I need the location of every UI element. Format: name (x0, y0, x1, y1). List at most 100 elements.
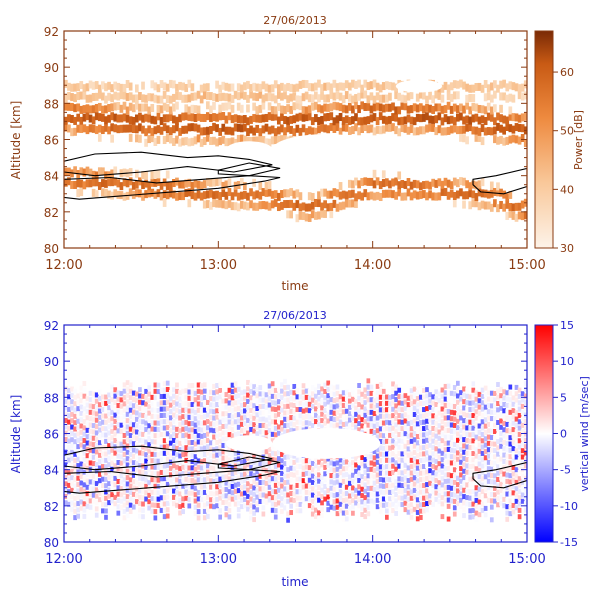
wind-cell (205, 456, 210, 462)
wind-cell (437, 410, 442, 416)
power-cell (418, 103, 423, 112)
wind-cell (452, 391, 457, 397)
wind-cell (202, 432, 207, 438)
power-cell (329, 210, 334, 219)
y-tick-label: 90 (44, 61, 59, 75)
wind-cell (221, 474, 226, 480)
wind-cell (499, 418, 503, 424)
y-tick-label: 86 (44, 428, 59, 442)
power-cell (347, 199, 352, 208)
wind-cell (107, 487, 111, 493)
wind-cell (239, 409, 244, 415)
wind-cell (394, 479, 398, 485)
wind-cell (366, 498, 371, 504)
power-cell (301, 79, 306, 88)
wind-cell (357, 408, 361, 414)
power-cell (162, 90, 167, 99)
power-cell (437, 178, 442, 187)
power-cell (357, 191, 361, 200)
wind-cell (314, 513, 318, 519)
wind-cell (283, 473, 287, 479)
power-cell (456, 126, 460, 135)
wind-cell (304, 496, 309, 502)
wind-cell (462, 475, 466, 481)
power-cell (489, 94, 494, 103)
wind-cell (218, 457, 223, 463)
power-cell (261, 81, 266, 90)
power-cell (335, 115, 340, 124)
wind-cell (144, 458, 148, 464)
wind-cell (187, 459, 192, 465)
wind-cell (409, 432, 414, 438)
power-cell (329, 103, 334, 112)
wind-cell (270, 425, 275, 431)
power-cell (252, 82, 256, 91)
wind-cell (227, 482, 232, 488)
wind-cell (493, 492, 497, 498)
wind-cell (295, 419, 300, 425)
wind-cell (209, 415, 213, 421)
wind-cell (79, 486, 84, 492)
wind-cell (215, 465, 219, 471)
colorbar-tick-label: 60 (560, 66, 574, 79)
wind-cell (437, 429, 442, 435)
wind-cell (181, 471, 185, 477)
y-axis-label: Altitude [km] (9, 101, 23, 180)
wind-cell (178, 428, 182, 434)
wind-cell (224, 417, 229, 423)
power-cell (91, 170, 96, 179)
wind-cell (477, 398, 482, 404)
power-cell (147, 125, 152, 134)
wind-cell (184, 400, 189, 406)
wind-cell (187, 490, 192, 496)
power-cell (107, 126, 111, 135)
wind-cell (79, 385, 84, 391)
wind-cell (122, 496, 127, 502)
wind-cell (104, 502, 108, 508)
wind-cell (406, 427, 411, 433)
power-cell (289, 83, 294, 92)
wind-cell (196, 502, 201, 508)
wind-cell (221, 411, 226, 417)
power-cell (97, 124, 102, 133)
wind-cell (162, 406, 167, 412)
wind-cell (82, 501, 87, 507)
power-cell (150, 80, 155, 89)
wind-cell (178, 510, 182, 516)
wind-cell (338, 495, 343, 501)
wind-cell (283, 423, 287, 429)
wind-cell (181, 420, 185, 426)
wind-cell (88, 428, 93, 434)
wind-cell (85, 434, 90, 440)
wind-cell (295, 413, 300, 419)
wind-cell (202, 426, 207, 432)
wind-cell (465, 476, 469, 482)
wind-cell (94, 468, 99, 474)
wind-cell (381, 452, 386, 458)
power-cell (317, 94, 321, 103)
wind-cell (462, 443, 466, 449)
wind-cell (175, 407, 179, 413)
wind-cell (150, 426, 155, 432)
wind-cell (73, 508, 77, 514)
wind-cell (236, 405, 241, 411)
power-cell (326, 190, 331, 199)
power-cell (385, 189, 389, 198)
wind-cell (456, 406, 460, 412)
power-cell (292, 84, 297, 93)
wind-cell (205, 513, 210, 519)
wind-cell (489, 422, 494, 428)
wind-cell (131, 479, 136, 485)
power-cell (286, 104, 290, 113)
wind-cell (517, 438, 522, 444)
wind-cell (338, 394, 343, 400)
wind-cell (236, 481, 241, 487)
wind-cell (486, 428, 491, 434)
power-cell (471, 199, 476, 208)
wind-cell (215, 477, 219, 483)
wind-cell (397, 432, 402, 438)
wind-cell (267, 465, 272, 471)
wind-cell (128, 445, 133, 451)
wind-cell (499, 412, 503, 418)
power-cell (499, 80, 503, 89)
